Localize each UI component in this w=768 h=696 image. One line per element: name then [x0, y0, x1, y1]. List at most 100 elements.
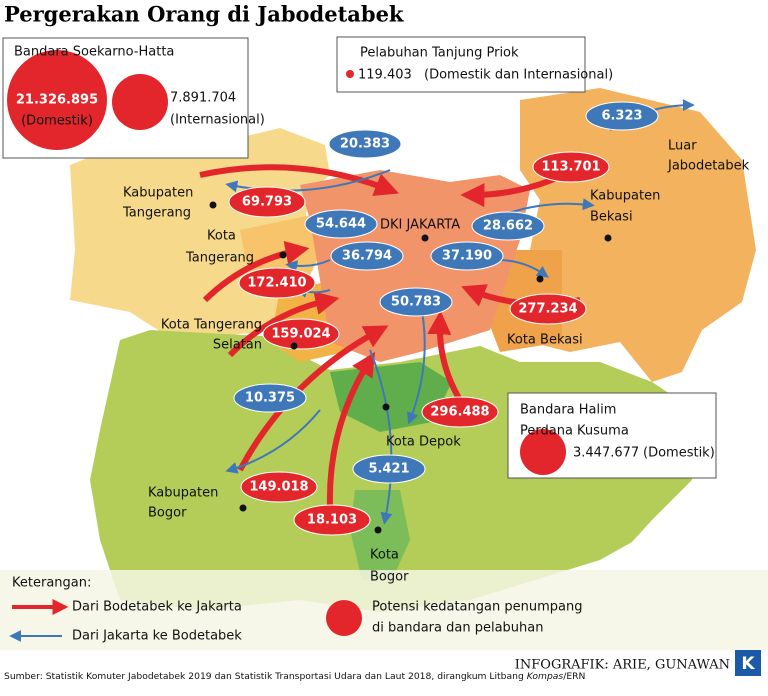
region-label: Kabupaten: [590, 189, 660, 204]
airport-value: 3.447.677: [573, 446, 639, 461]
flow-badge-blue: [352, 454, 426, 484]
credit: INFOGRAFIK: ARIE, GUNAWAN: [515, 658, 730, 673]
box-tanjung-priok: [336, 36, 586, 93]
flow-badge-blue: [328, 129, 402, 159]
source-part: Kompas: [527, 671, 564, 682]
source: Sumber: Statistik Komuter Jabodetabek 20…: [4, 671, 585, 682]
flow-value-to-jakarta: 172.410: [247, 276, 306, 291]
region-label: Kota Bekasi: [507, 333, 583, 348]
region-label: Tangerang: [185, 251, 254, 266]
flow-arrow: [202, 240, 310, 303]
port-value: 119.403: [358, 68, 412, 83]
legend-label: Dari Bodetabek ke Jakarta: [72, 600, 242, 615]
flow-value-from-jakarta: 50.783: [391, 295, 441, 310]
flow-arrow: [499, 259, 549, 278]
flow-value-from-jakarta: 37.190: [442, 249, 492, 264]
region-dot: [604, 234, 612, 242]
flow-badge-red: [421, 396, 499, 428]
flow-badge-blue: [471, 211, 545, 241]
flow-value-to-jakarta: 296.488: [430, 405, 489, 420]
circle-halim: [520, 429, 566, 475]
flow-badge-blue: [430, 241, 504, 271]
flow-value-from-jakarta: 6.323: [601, 109, 642, 124]
flow-value-from-jakarta: 54.644: [316, 217, 366, 232]
region-label: Kabupaten: [148, 486, 218, 501]
flow-badge-red: [262, 318, 340, 350]
region-dot: [421, 234, 429, 242]
flow-value-to-jakarta: 18.103: [307, 513, 357, 528]
region-label: Bekasi: [590, 210, 633, 225]
flow-arrow: [285, 259, 331, 273]
flow-arrow: [225, 409, 321, 474]
region-dot: [239, 504, 247, 512]
region-label: DKI JAKARTA: [380, 218, 460, 233]
circle-domestic: [7, 50, 107, 150]
flow-value-from-jakarta: 28.662: [483, 219, 533, 234]
flow-value-to-jakarta: 113.701: [541, 160, 600, 175]
region-label: Kota Tangerang: [161, 318, 262, 333]
region-dot: [374, 526, 382, 534]
airport-note: (Domestik): [643, 446, 715, 461]
port-note: (Domestik dan Internasional): [424, 68, 613, 83]
region-dot: [209, 201, 217, 209]
region-label: Kabupaten: [123, 186, 193, 201]
flow-badge-red: [238, 267, 316, 299]
flow-badge-red: [509, 293, 587, 325]
region-dot: [279, 251, 287, 259]
region-label: Bogor: [370, 570, 409, 585]
flow-value-from-jakarta: 10.375: [245, 391, 295, 406]
flow-arrow: [427, 310, 463, 402]
legend-circle: [326, 600, 362, 636]
region-label: Kota Depok: [386, 435, 461, 450]
flow-badge-red: [532, 151, 610, 183]
legend-title: Keterangan:: [12, 576, 91, 591]
region-label: Jabodetabek: [667, 159, 750, 174]
flow-arrow: [369, 349, 393, 525]
region-label: Tangerang: [122, 206, 191, 221]
source-part: Sumber: Statistik Komuter Jabodetabek 20…: [4, 671, 527, 682]
region-label: Kota: [370, 548, 399, 563]
flow-value-to-jakarta: 149.018: [249, 480, 308, 495]
region-label: Bogor: [148, 506, 187, 521]
legend-label: Dari Jakarta ke Bodetabek: [72, 629, 242, 644]
flow-arrow: [227, 291, 340, 358]
legend-backdrop: [0, 570, 768, 650]
region-label: Kota: [207, 229, 236, 244]
flow-badge-red: [293, 504, 371, 536]
flow-badge-blue: [379, 287, 453, 317]
airport-domestic: 21.326.895: [16, 93, 98, 108]
texts: 69.793 172.410 159.024 149.018 18.103 296.488…: [4, 2, 755, 682]
flow-value-from-jakarta: 20.383: [340, 137, 390, 152]
logo-box: [735, 650, 761, 676]
region-label: Selatan: [213, 338, 262, 353]
legend-label: Potensi kedatangan penumpang: [372, 600, 582, 615]
page-title: Pergerakan Orang di Jabodetabek: [4, 2, 404, 27]
flow-arrow: [326, 351, 376, 506]
region-dot: [536, 275, 544, 283]
region-dot: [290, 342, 298, 350]
flow-badge-blue: [585, 101, 659, 131]
flow-arrow: [225, 169, 391, 193]
logo: K: [741, 654, 755, 674]
flow-value-to-jakarta: 277.234: [518, 302, 577, 317]
airport-name: Perdana Kusuma: [520, 424, 629, 439]
airport-name: Bandara Soekarno-Hatta: [14, 45, 174, 60]
circle-international: [112, 74, 168, 130]
flow-value-to-jakarta: 69.793: [242, 195, 292, 210]
flow-badge-blue: [304, 209, 378, 239]
info-boxes: [2, 36, 717, 479]
legend-marks: [9, 599, 761, 676]
region-label: Luar: [668, 139, 697, 154]
flow-value-from-jakarta: 36.794: [342, 249, 392, 264]
legend-label: di bandara dan pelabuhan: [372, 621, 543, 636]
circle-priok: [346, 70, 354, 78]
flow-value-to-jakarta: 159.024: [271, 327, 330, 342]
airport-international: 7.891.704: [170, 91, 236, 106]
airport-domestic-note: (Domestik): [21, 114, 93, 129]
airport-name: Bandara Halim: [520, 403, 616, 418]
flow-badge-red: [228, 186, 306, 218]
flow-value-from-jakarta: 5.421: [368, 462, 409, 477]
flow-arrow: [199, 164, 399, 196]
airport-international-note: (Internasional): [170, 113, 265, 128]
